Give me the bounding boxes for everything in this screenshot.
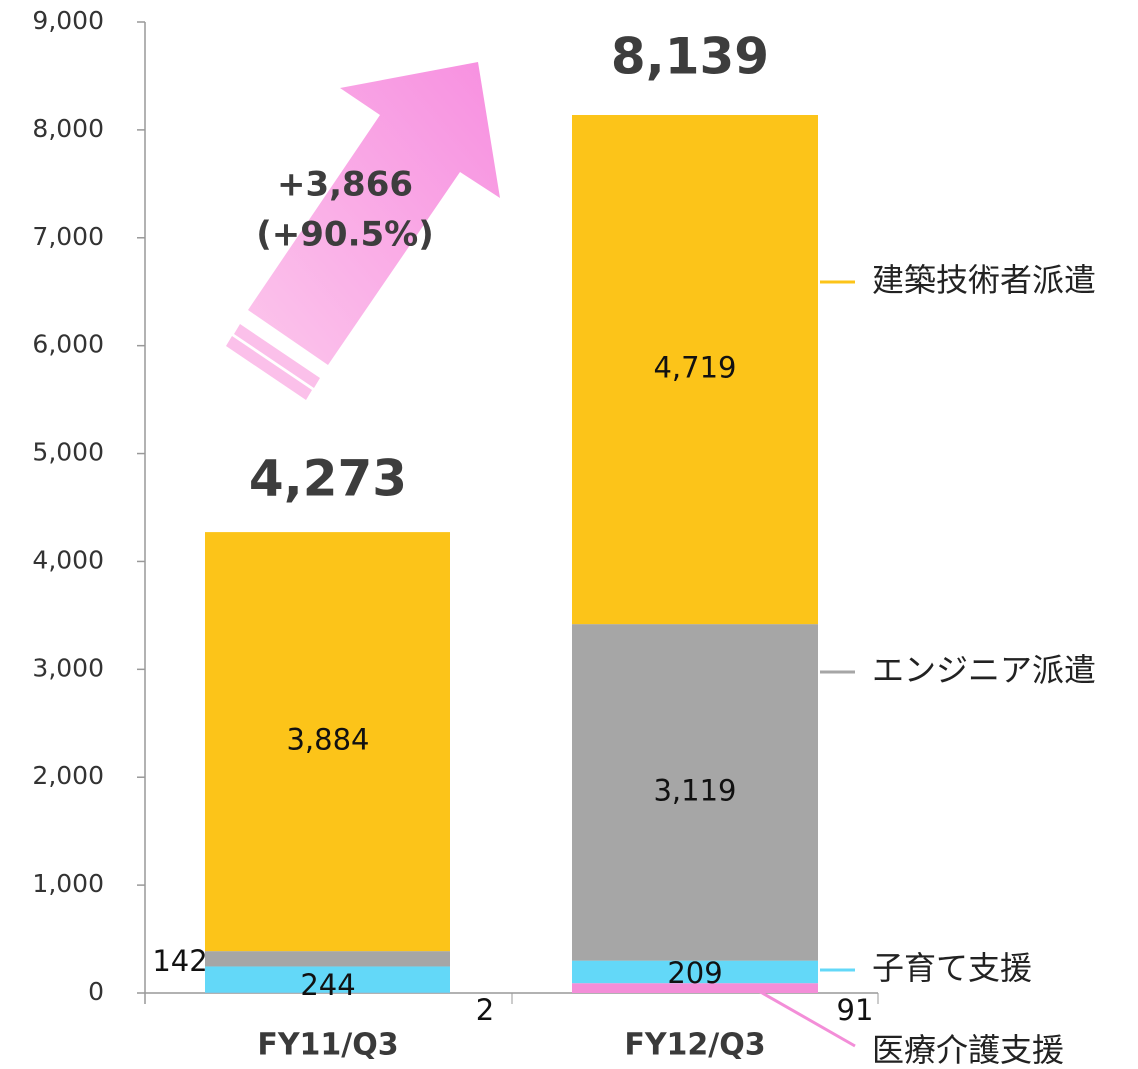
total-label: 8,139 [611, 28, 769, 86]
bar-segment [572, 960, 818, 984]
bar-segment [205, 532, 450, 952]
y-tick-label: 8,000 [32, 114, 104, 143]
legend-label: 建築技術者派遣 [872, 261, 1096, 299]
y-tick-label: 7,000 [32, 222, 104, 251]
data-label: 209 [667, 956, 722, 990]
bar-segment [205, 951, 450, 967]
legend-label: 子育て支援 [872, 949, 1032, 987]
annotation: (+90.5%) [256, 215, 434, 255]
data-label: 3,884 [286, 723, 369, 757]
data-label: 4,719 [653, 351, 736, 385]
y-tick-label: 4,000 [32, 545, 104, 574]
bar-segment [572, 115, 818, 625]
growth-arrow [226, 62, 500, 400]
data-label: 91 [837, 993, 874, 1027]
y-tick-label: 5,000 [32, 438, 104, 467]
legend-label: エンジニア派遣 [872, 651, 1096, 689]
data-label: 142 [152, 944, 207, 978]
bar-segment [572, 983, 818, 993]
legend-leader [749, 984, 856, 1048]
bar-segment [205, 966, 450, 993]
data-label: 2 [476, 993, 494, 1027]
y-tick-label: 2,000 [32, 761, 104, 790]
category-label: FY12/Q3 [624, 1028, 765, 1063]
bar-segment [572, 624, 818, 961]
total-label: 4,273 [249, 450, 407, 508]
y-tick-label: 3,000 [32, 653, 104, 682]
y-tick-label: 0 [88, 977, 104, 1006]
y-tick-label: 1,000 [32, 869, 104, 898]
legend-label: 医療介護支援 [872, 1031, 1064, 1069]
data-label: 3,119 [653, 773, 736, 807]
y-tick-label: 9,000 [32, 6, 104, 35]
category-label: FY11/Q3 [257, 1028, 398, 1063]
y-tick-label: 6,000 [32, 330, 104, 359]
data-label: 244 [300, 968, 355, 1002]
annotation: +3,866 [277, 165, 413, 205]
